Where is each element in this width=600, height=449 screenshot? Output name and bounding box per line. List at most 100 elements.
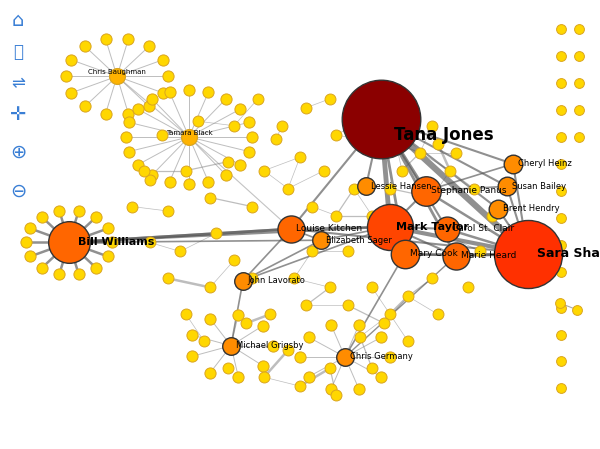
- Text: ⊕: ⊕: [10, 143, 26, 162]
- Point: [181, 167, 191, 174]
- Text: Lessie Hansen: Lessie Hansen: [371, 182, 431, 191]
- Point: [400, 250, 410, 257]
- Text: Louise Kitchen: Louise Kitchen: [296, 224, 362, 233]
- Point: [307, 248, 317, 255]
- Point: [277, 122, 287, 129]
- Point: [487, 212, 497, 219]
- Point: [331, 392, 341, 399]
- Point: [349, 122, 359, 129]
- Point: [439, 230, 449, 237]
- Point: [158, 89, 168, 97]
- Point: [133, 106, 143, 113]
- Point: [205, 284, 215, 291]
- Point: [391, 140, 401, 147]
- Text: Sara Shackleton: Sara Shackleton: [537, 247, 600, 260]
- Point: [556, 385, 566, 392]
- Point: [556, 26, 566, 33]
- Point: [91, 214, 101, 221]
- Point: [574, 79, 584, 87]
- Point: [295, 383, 305, 390]
- Point: [397, 167, 407, 174]
- Text: Michael Grigsby: Michael Grigsby: [236, 341, 304, 350]
- Point: [556, 331, 566, 338]
- Text: ⌂: ⌂: [12, 11, 24, 30]
- Point: [101, 35, 110, 43]
- Point: [451, 149, 461, 156]
- Point: [74, 270, 83, 277]
- Point: [165, 88, 175, 96]
- Point: [268, 342, 278, 349]
- Point: [469, 185, 479, 192]
- Point: [66, 56, 76, 63]
- Point: [379, 320, 389, 327]
- Point: [259, 374, 269, 381]
- Text: ⇌: ⇌: [11, 74, 25, 92]
- Point: [247, 133, 257, 141]
- Point: [103, 253, 113, 260]
- Point: [433, 140, 443, 147]
- Point: [80, 102, 90, 110]
- Point: [325, 365, 335, 372]
- Point: [165, 178, 175, 185]
- Point: [64, 239, 74, 246]
- Point: [205, 315, 215, 322]
- Point: [112, 73, 122, 80]
- Point: [203, 88, 213, 96]
- Point: [223, 365, 233, 372]
- Point: [340, 353, 350, 361]
- Point: [574, 106, 584, 114]
- Point: [572, 306, 582, 313]
- Point: [295, 353, 305, 361]
- Point: [265, 311, 275, 318]
- Point: [304, 373, 313, 380]
- Point: [421, 187, 431, 194]
- Point: [259, 167, 269, 174]
- Text: Cheryl Heinz: Cheryl Heinz: [518, 159, 572, 168]
- Point: [55, 207, 64, 215]
- Point: [289, 275, 299, 282]
- Point: [451, 252, 461, 260]
- Point: [158, 56, 168, 63]
- Text: Mark Taylor: Mark Taylor: [396, 222, 469, 232]
- Point: [343, 302, 353, 309]
- Point: [244, 148, 254, 155]
- Point: [121, 133, 131, 141]
- Point: [427, 194, 437, 201]
- Point: [229, 122, 239, 129]
- Point: [556, 187, 566, 194]
- Point: [66, 89, 76, 97]
- Point: [187, 353, 196, 360]
- Point: [145, 239, 155, 246]
- Point: [37, 264, 47, 271]
- Point: [403, 338, 413, 345]
- Point: [367, 212, 377, 219]
- Point: [187, 331, 196, 339]
- Point: [295, 154, 305, 161]
- Point: [403, 113, 413, 120]
- Point: [241, 320, 251, 327]
- Point: [301, 104, 311, 111]
- Point: [377, 334, 386, 341]
- Point: [442, 225, 452, 233]
- Point: [107, 239, 117, 246]
- Point: [427, 275, 437, 282]
- Point: [556, 160, 566, 167]
- Point: [163, 275, 173, 282]
- Point: [556, 79, 566, 87]
- Point: [193, 118, 203, 125]
- Point: [427, 122, 437, 129]
- Point: [259, 322, 268, 329]
- Point: [259, 362, 268, 370]
- Point: [555, 299, 565, 307]
- Text: Mary Cook: Mary Cook: [410, 249, 458, 258]
- Point: [223, 158, 233, 165]
- Point: [367, 284, 377, 291]
- Point: [247, 203, 257, 210]
- Text: Tana Jones: Tana Jones: [394, 126, 494, 144]
- Point: [433, 311, 443, 318]
- Point: [199, 338, 209, 345]
- Point: [286, 225, 296, 233]
- Point: [326, 385, 336, 392]
- Point: [385, 185, 395, 192]
- Point: [331, 131, 341, 138]
